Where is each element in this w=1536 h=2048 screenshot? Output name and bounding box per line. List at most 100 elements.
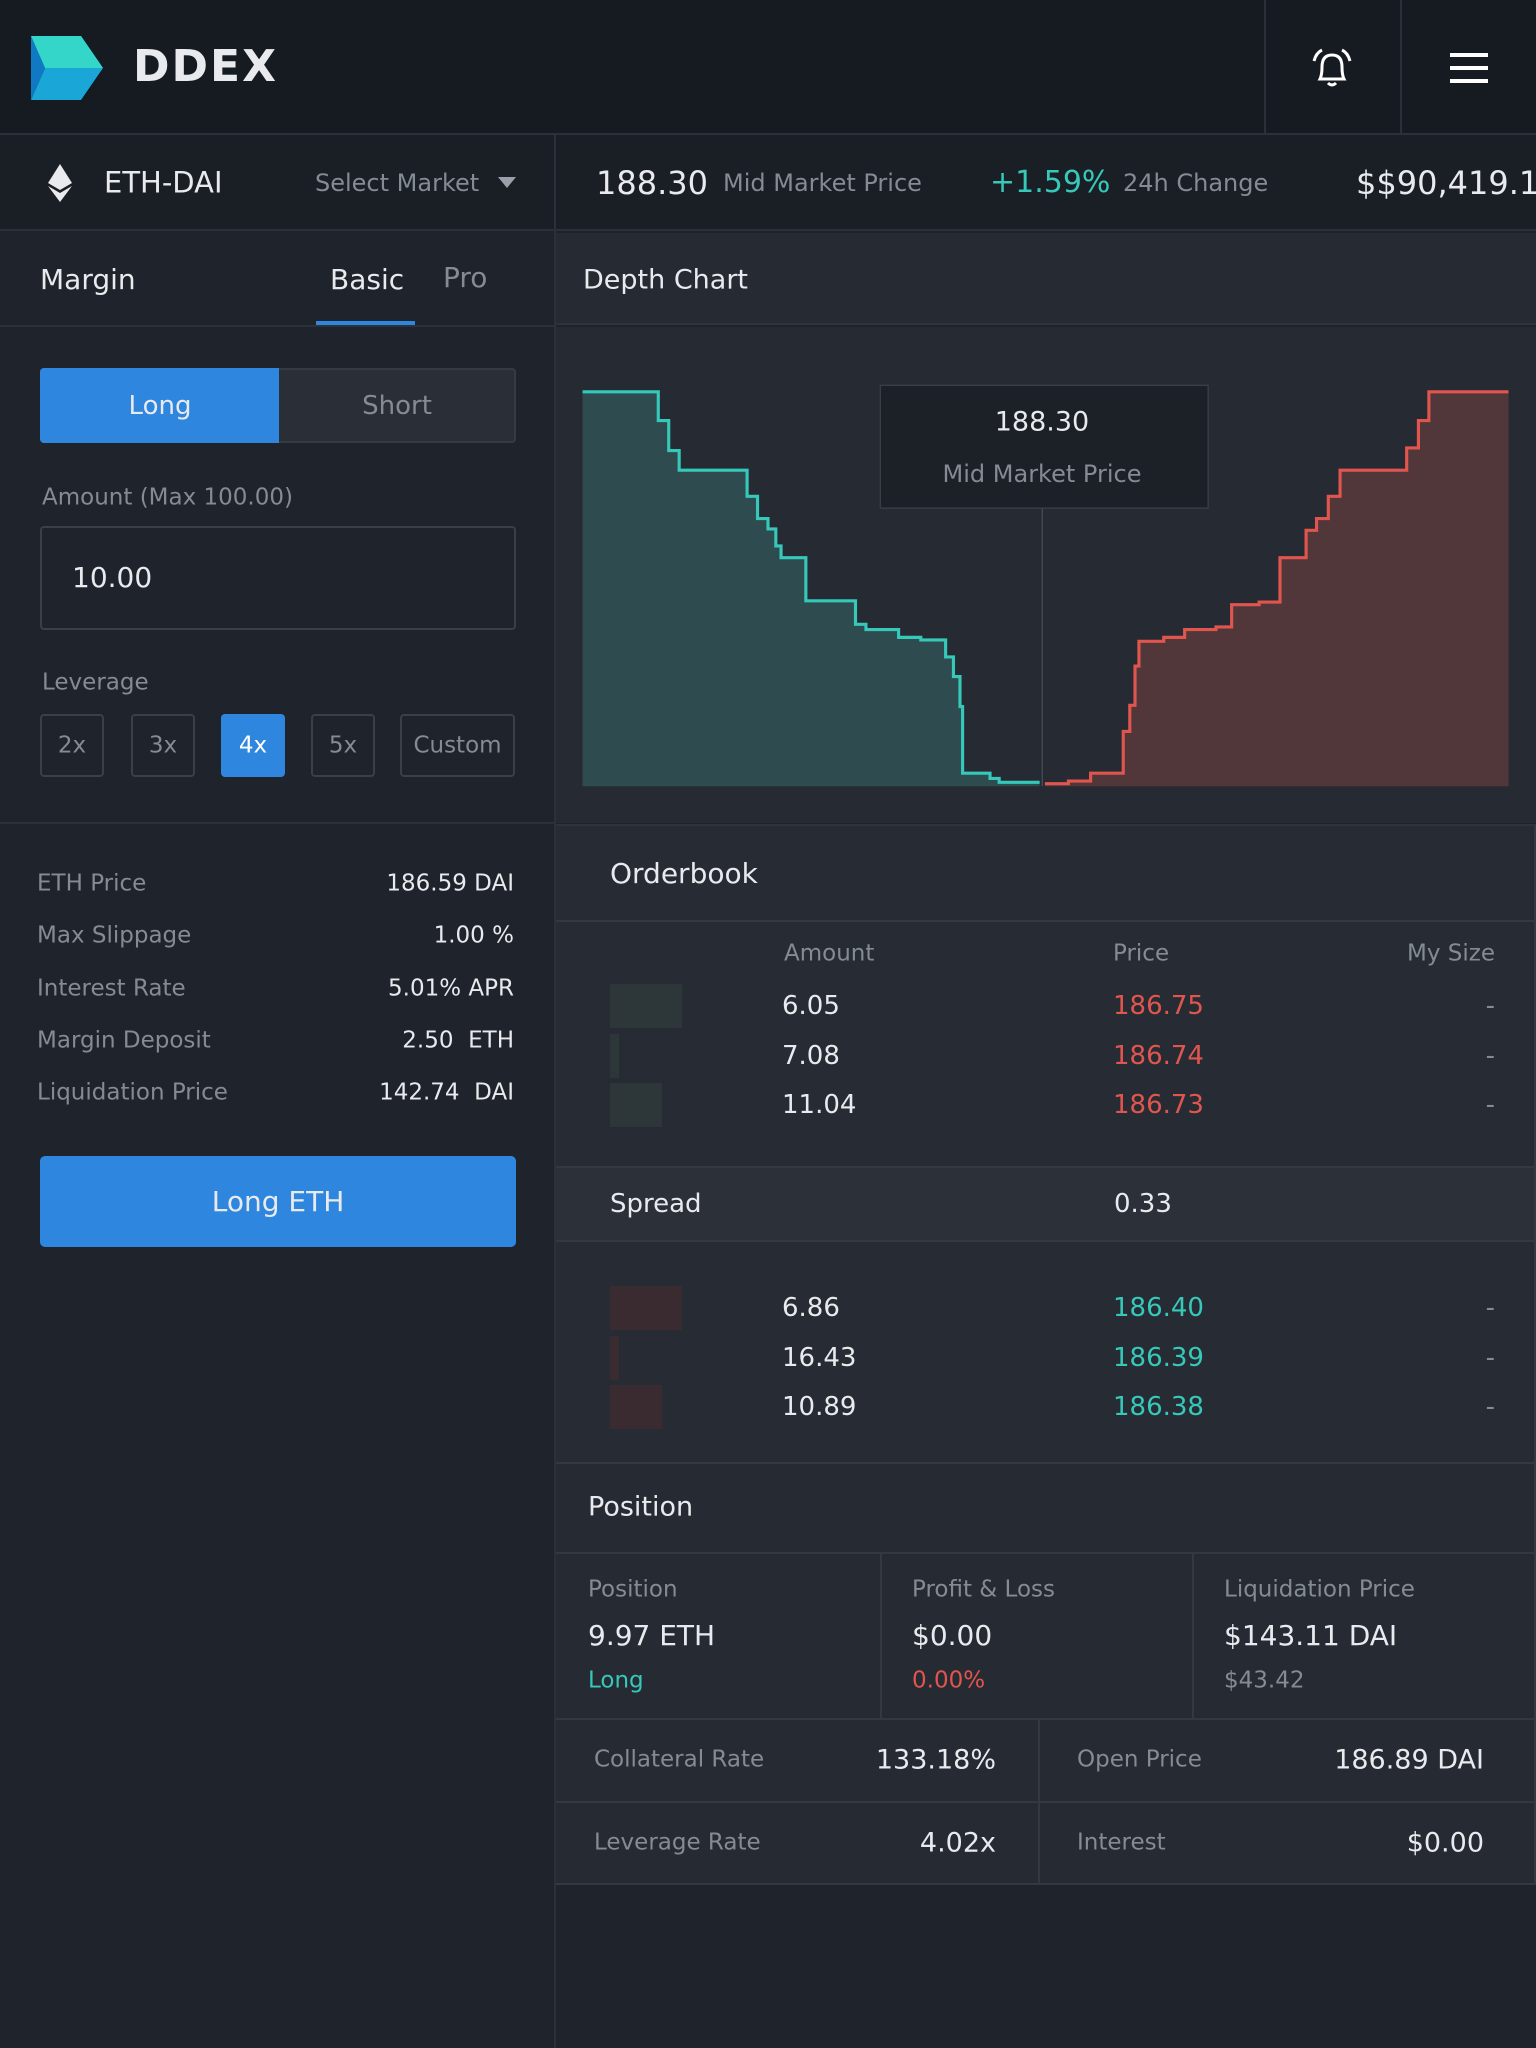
menu-button[interactable] — [1450, 52, 1488, 84]
depth-header — [556, 233, 1536, 325]
price: 186.75 — [1113, 991, 1204, 1021]
divider — [556, 1801, 1536, 1803]
price: 186.39 — [1113, 1343, 1204, 1373]
card-value: $143.11 DAI — [1224, 1619, 1398, 1652]
market-pair: ETH-DAI — [104, 165, 223, 200]
orderbook-panel — [556, 824, 1536, 1463]
volume: $$90,419.15 — [1356, 164, 1536, 202]
divider — [0, 325, 554, 327]
leverage-button[interactable] — [221, 714, 285, 777]
price: 186.73 — [1113, 1090, 1204, 1120]
side-long[interactable]: Long — [128, 391, 192, 421]
submit-button[interactable] — [40, 1156, 516, 1247]
orderbook-title: Orderbook — [610, 857, 758, 890]
tab-underline — [316, 321, 415, 325]
summary-label: Liquidation Price — [37, 1079, 228, 1106]
tab-active[interactable]: Basic — [330, 263, 405, 296]
stat-label: Collateral Rate — [594, 1746, 765, 1773]
summary-value: 186.59 DAI — [386, 870, 514, 897]
leverage-option[interactable]: Custom — [413, 732, 502, 759]
divider — [0, 822, 554, 824]
amount-label: Amount (Max 100.00) — [42, 484, 293, 511]
depth-bar — [610, 984, 682, 1028]
amount-input[interactable] — [40, 526, 516, 630]
my-size: - — [1485, 1343, 1495, 1373]
my-size: - — [1485, 1041, 1495, 1071]
amount-value[interactable]: 10.00 — [72, 561, 153, 594]
mid-price-label: Mid Market Price — [723, 169, 922, 197]
card-value: $0.00 — [912, 1619, 993, 1652]
amount: 6.86 — [782, 1293, 840, 1323]
position-panel — [556, 1462, 1536, 1885]
depth-bar — [610, 1083, 662, 1127]
tooltip-label: Mid Market Price — [942, 460, 1142, 488]
divider — [880, 1552, 882, 1719]
leverage-option[interactable]: 2x — [57, 732, 87, 759]
leverage-button[interactable] — [40, 714, 104, 777]
card-value: 9.97 ETH — [588, 1619, 716, 1652]
divider — [556, 1718, 1536, 1720]
my-size: - — [1485, 991, 1495, 1021]
card-label: Liquidation Price — [1224, 1576, 1415, 1603]
divider — [554, 135, 556, 2048]
price: 186.40 — [1113, 1293, 1204, 1323]
select-market[interactable]: Select Market — [315, 169, 480, 197]
spread-row — [556, 1166, 1534, 1242]
top-bar — [0, 0, 1536, 135]
side-short[interactable]: Short — [362, 391, 432, 421]
amount: 6.05 — [782, 991, 840, 1021]
amount: 10.89 — [782, 1392, 857, 1422]
depth-bar — [610, 1034, 619, 1078]
amount: 16.43 — [782, 1343, 857, 1373]
column-header: Amount — [784, 940, 875, 967]
summary-value: 142.74 DAI — [379, 1079, 514, 1106]
leverage-button[interactable] — [400, 714, 515, 777]
card-label: Profit & Loss — [912, 1576, 1055, 1603]
card-label: Position — [588, 1576, 678, 1603]
divider — [1400, 0, 1402, 135]
side-active[interactable] — [40, 368, 279, 443]
leverage-button[interactable] — [311, 714, 375, 777]
stat-label: Leverage Rate — [594, 1829, 761, 1856]
spread-value: 0.33 — [1114, 1189, 1172, 1219]
mid-price: 188.30 — [596, 164, 708, 202]
summary-label: Margin Deposit — [37, 1027, 211, 1054]
stat-value: 133.18% — [875, 1744, 996, 1776]
stat-value: $0.00 — [1406, 1827, 1484, 1859]
market-bar — [0, 135, 1536, 231]
summary-value: 2.50 ETH — [402, 1027, 514, 1054]
card-sub: $43.42 — [1224, 1667, 1305, 1694]
eth-icon — [48, 164, 72, 202]
depth-bar — [610, 1286, 682, 1330]
summary-value: 5.01% APR — [388, 975, 514, 1002]
logo-text: DDEX — [133, 41, 279, 92]
column-header: My Size — [1407, 940, 1495, 967]
caret[interactable] — [498, 177, 516, 188]
amount: 7.08 — [782, 1041, 840, 1071]
position-title: Position — [588, 1491, 694, 1523]
submit-label[interactable]: Long ETH — [211, 1185, 345, 1218]
notification-button[interactable] — [1310, 47, 1354, 91]
leverage-button[interactable] — [131, 714, 195, 777]
summary-label: Max Slippage — [37, 922, 192, 949]
divider — [556, 920, 1536, 922]
leverage-label: Leverage — [42, 669, 149, 696]
logo — [31, 36, 103, 100]
leverage-option[interactable]: 4x — [238, 732, 268, 759]
stat-label: Open Price — [1077, 1746, 1202, 1773]
leverage-option[interactable]: 5x — [328, 732, 358, 759]
form-title: Margin — [40, 263, 136, 296]
tab[interactable]: Pro — [443, 261, 488, 294]
change-label: 24h Change — [1123, 169, 1269, 197]
card-sub: Long — [588, 1667, 644, 1694]
leverage-option[interactable]: 3x — [148, 732, 178, 759]
amount: 11.04 — [782, 1090, 857, 1120]
card-sub: 0.00% — [912, 1667, 986, 1694]
change: +1.59% — [990, 165, 1111, 200]
summary-value: 1.00 % — [433, 922, 514, 949]
my-size: - — [1485, 1090, 1495, 1120]
summary-label: Interest Rate — [37, 975, 186, 1002]
depth-chart — [582, 384, 1509, 787]
price: 186.74 — [1113, 1041, 1204, 1071]
